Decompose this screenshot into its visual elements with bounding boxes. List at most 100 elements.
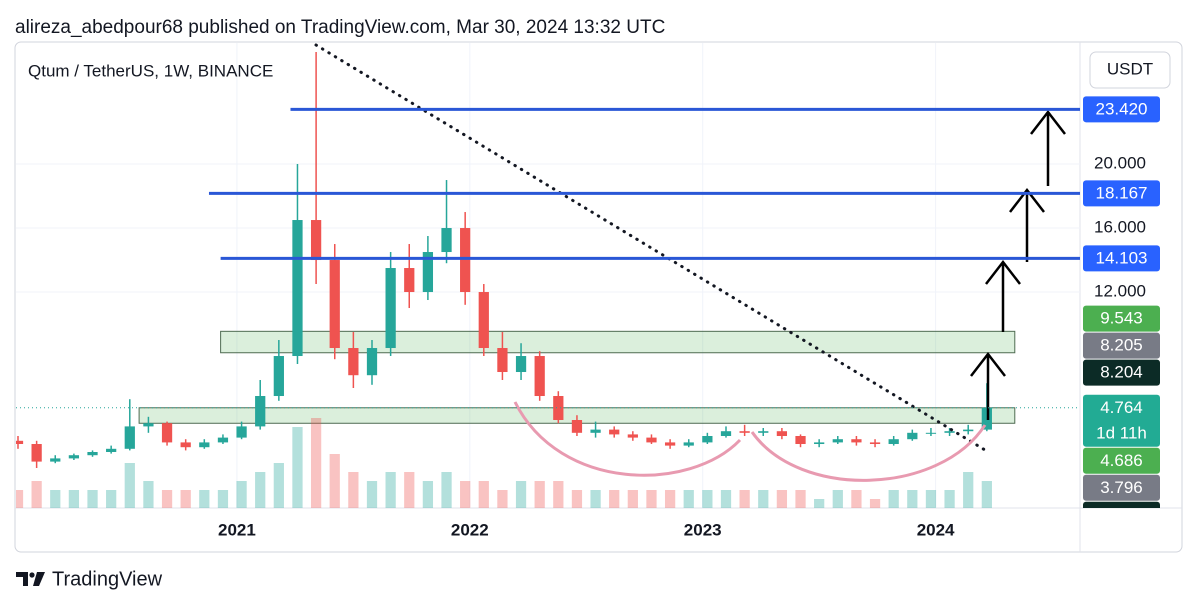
price-tag xyxy=(1083,474,1160,501)
candle-body xyxy=(329,260,340,349)
candle-body xyxy=(106,448,117,453)
candle-body xyxy=(814,442,825,445)
volume-bar xyxy=(925,490,937,508)
volume-bar xyxy=(664,490,676,508)
candle-body xyxy=(497,348,508,373)
price-tag-label: 23.420 xyxy=(1096,99,1148,118)
price-tag-label: 2.795 xyxy=(1100,505,1143,524)
volume-bar xyxy=(515,481,527,508)
drawings xyxy=(314,43,1066,482)
candle-body xyxy=(683,442,694,446)
volume-bar xyxy=(981,481,992,508)
volume-bar xyxy=(851,490,862,508)
candle-body xyxy=(422,252,434,293)
volume-bar xyxy=(776,490,788,508)
volume-bar xyxy=(68,490,80,508)
volume-bar xyxy=(460,481,471,508)
candle-body xyxy=(404,268,415,293)
volume-bar xyxy=(348,472,359,508)
cup-arc xyxy=(513,401,742,477)
volume-bar xyxy=(478,481,489,508)
volume-bar xyxy=(236,481,247,508)
candle-body xyxy=(627,434,638,438)
arrow xyxy=(970,351,1006,420)
candle-body xyxy=(124,426,135,449)
candle-body xyxy=(795,436,806,445)
volume-bar xyxy=(795,490,806,508)
volume-bar xyxy=(571,490,583,508)
candle-body xyxy=(925,432,937,434)
candle-body xyxy=(907,432,918,440)
volume-bar xyxy=(907,490,918,508)
volume-bar xyxy=(963,472,974,508)
arrows xyxy=(970,109,1066,420)
volume-bar xyxy=(217,490,229,508)
candle-body xyxy=(776,431,788,437)
candle-body xyxy=(646,437,657,443)
price-tag xyxy=(1083,501,1160,508)
arrow xyxy=(1030,109,1066,186)
y-tick-label: 20.000 xyxy=(1094,154,1146,173)
price-tag-label: 18.167 xyxy=(1096,183,1148,202)
logo-mark xyxy=(29,572,35,578)
price-tag-label: 4.764 xyxy=(1100,398,1143,417)
logo-mark xyxy=(16,572,28,586)
arrow xyxy=(1009,187,1045,262)
candle-body xyxy=(217,437,229,443)
volume-bar xyxy=(758,490,769,508)
candle-body xyxy=(460,228,471,293)
y-tick-label: 16.000 xyxy=(1094,218,1146,237)
price-tag-label: 4.686 xyxy=(1100,451,1143,470)
candle-body xyxy=(478,292,489,349)
logo-mark xyxy=(33,572,45,586)
volume-bar xyxy=(944,490,955,508)
brand: TradingView xyxy=(52,568,163,590)
candle-body xyxy=(609,429,620,435)
trend-line xyxy=(314,43,987,452)
price-tag-label: 3.796 xyxy=(1100,478,1143,497)
volume-bar xyxy=(273,463,284,508)
candle-body xyxy=(571,420,583,433)
candle-body xyxy=(255,396,266,427)
volume-bar xyxy=(385,472,396,508)
candle-body xyxy=(68,455,80,459)
candle-body xyxy=(236,426,247,438)
volume-bar xyxy=(590,490,601,508)
price-tag xyxy=(1083,180,1160,207)
price-axis: 12.000 16.000 20.000 xyxy=(1094,154,1146,301)
volume-bar xyxy=(646,490,657,508)
volume-bar xyxy=(739,490,750,508)
candle-body xyxy=(720,431,732,437)
candle-body xyxy=(161,423,173,443)
candle-body xyxy=(739,431,750,433)
candle-body xyxy=(515,356,527,373)
candle-body xyxy=(310,220,322,261)
volume-bar xyxy=(161,490,173,508)
candle-body xyxy=(31,444,42,462)
candle-body xyxy=(348,348,359,376)
volume-bar xyxy=(329,454,340,508)
x-tick-label: 2022 xyxy=(451,520,489,539)
countdown: 1d 11h xyxy=(1096,423,1147,442)
candle-body xyxy=(16,440,24,445)
volume-bar xyxy=(720,490,732,508)
price-tag xyxy=(1083,359,1160,386)
arrow xyxy=(985,259,1021,332)
price-tag xyxy=(1083,245,1160,272)
candle-body xyxy=(385,268,396,349)
volume-bar xyxy=(683,490,694,508)
x-tick-label: 2021 xyxy=(218,520,256,539)
volume-bar xyxy=(888,490,899,508)
volume-bar xyxy=(199,490,210,508)
currency: USDT xyxy=(1107,59,1153,78)
volume-bar xyxy=(16,490,24,508)
volume-bar xyxy=(366,481,378,508)
candle-body xyxy=(534,356,545,397)
price-tag xyxy=(1083,305,1160,332)
candle-body xyxy=(832,439,843,443)
x-tick-label: 2023 xyxy=(684,520,722,539)
volume-bar xyxy=(404,472,415,508)
candle-body xyxy=(869,442,881,445)
candle-body xyxy=(963,429,974,432)
